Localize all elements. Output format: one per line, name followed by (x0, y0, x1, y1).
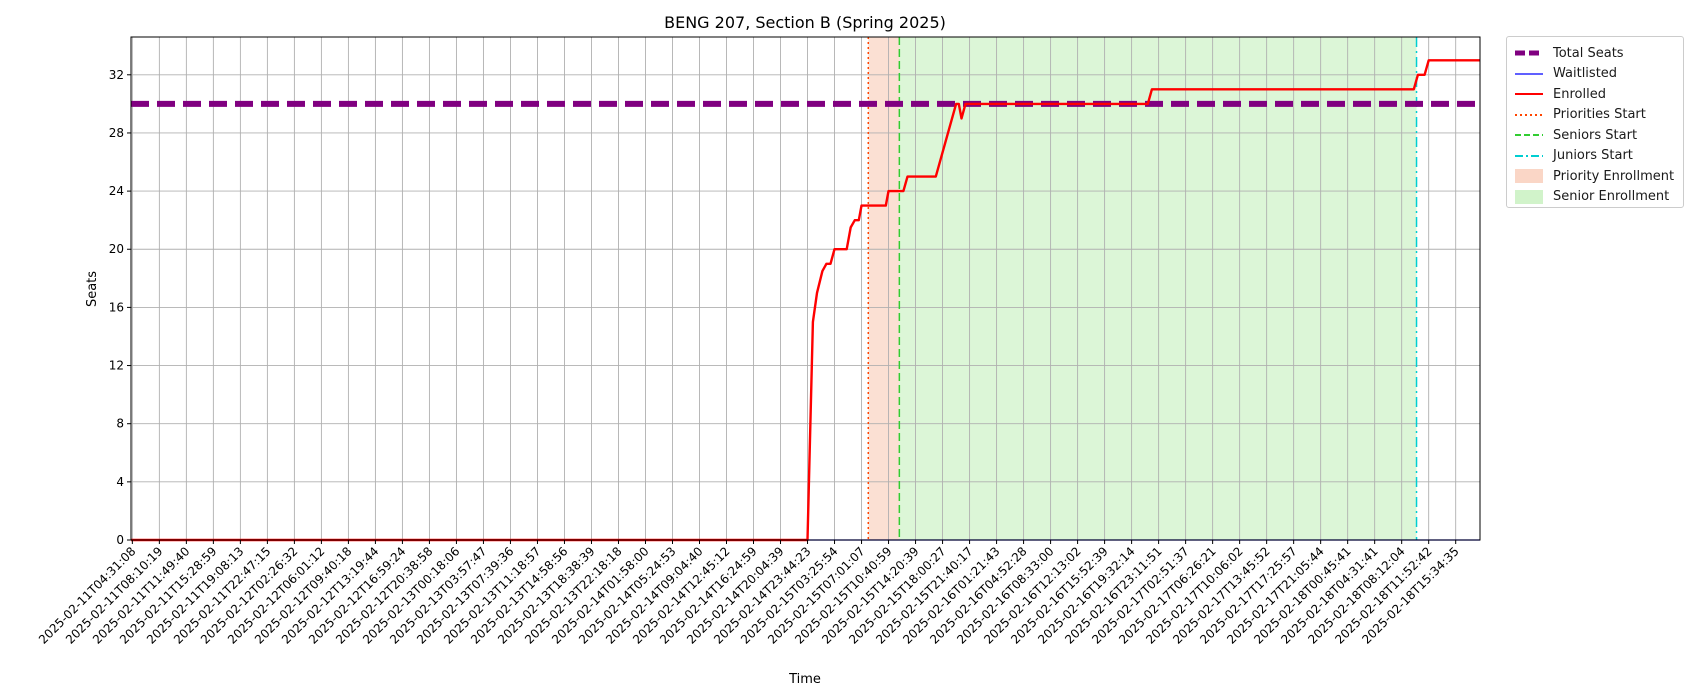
y-tick-label: 8 (116, 417, 124, 431)
legend-label: Priorities Start (1553, 107, 1646, 122)
legend-item: Seniors Start (1515, 125, 1685, 145)
y-tick-label: 32 (109, 68, 124, 82)
legend-item: Senior Enrollment (1515, 187, 1685, 207)
plot-frame (130, 36, 1481, 541)
legend-label: Juniors Start (1553, 148, 1633, 163)
legend-swatch (1515, 169, 1543, 183)
legend-item: Juniors Start (1515, 146, 1685, 166)
series-enrolled (131, 59, 1480, 542)
chart-legend: Total Seats Waitlisted Enrolled Priorities … (1506, 36, 1684, 208)
y-tick-label: 12 (109, 359, 124, 373)
legend-swatch (1515, 108, 1543, 122)
legend-item: Priorities Start (1515, 105, 1685, 125)
legend-label: Waitlisted (1553, 66, 1618, 81)
x-axis-ticks: 2025-02-11T04:31:082025-02-11T08:10:1920… (36, 540, 1462, 647)
legend-swatch (1515, 149, 1543, 163)
legend-label: Total Seats (1553, 45, 1624, 61)
legend-item: Total Seats (1515, 43, 1685, 63)
y-tick-label: 24 (109, 184, 124, 198)
chart-title: BENG 207, Section B (Spring 2025) (664, 13, 946, 32)
legend-swatch (1515, 46, 1543, 60)
legend-label: Enrolled (1553, 86, 1606, 102)
y-tick-label: 4 (116, 475, 124, 489)
legend-item: Waitlisted (1515, 64, 1685, 84)
legend-label: Senior Enrollment (1553, 189, 1670, 204)
legend-label: Seniors Start (1553, 127, 1638, 143)
y-axis-label: Seats (85, 271, 100, 307)
legend-swatch (1515, 87, 1543, 101)
grid-lines (131, 37, 1480, 541)
legend-item: Priority Enrollment (1515, 166, 1685, 186)
legend-item: Enrolled (1515, 84, 1685, 104)
legend-swatch (1515, 128, 1543, 142)
y-axis-ticks: 0 4 8 12 16 20 24 28 32 (109, 68, 131, 547)
shaded-regions (868, 37, 1417, 540)
shaded-region-senior-enrollment (899, 37, 1417, 540)
y-tick-label: 0 (116, 533, 124, 547)
legend-swatch (1515, 189, 1543, 204)
y-tick-label: 28 (109, 126, 124, 140)
y-tick-label: 16 (109, 300, 124, 314)
legend-swatch (1515, 67, 1543, 81)
legend-label: Priority Enrollment (1553, 168, 1675, 184)
shaded-region-priority-enrollment (868, 37, 900, 540)
x-axis-label: Time (788, 672, 821, 687)
y-tick-label: 20 (109, 242, 124, 256)
phase-start-lines (867, 37, 1418, 540)
